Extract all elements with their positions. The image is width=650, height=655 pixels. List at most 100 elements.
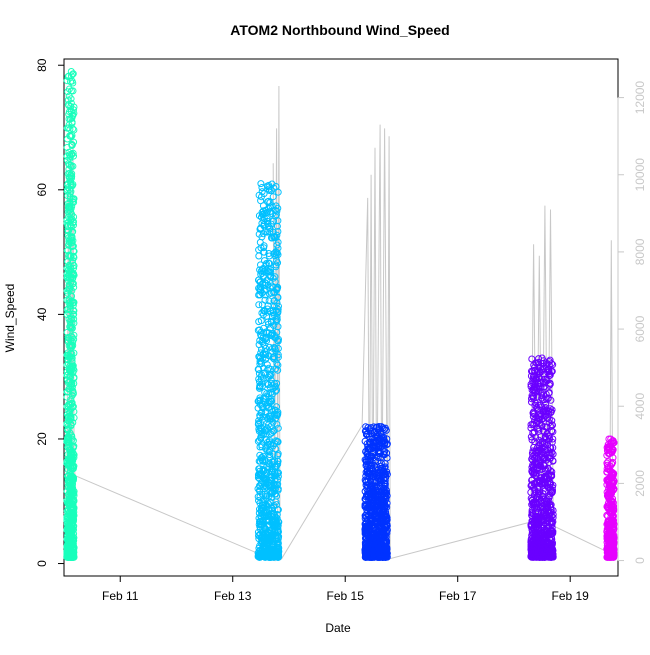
data-point: [545, 372, 553, 380]
data-point: [255, 318, 263, 326]
data-point: [69, 87, 77, 95]
data-point: [63, 264, 71, 272]
data-point: [70, 299, 78, 306]
data-point: [534, 382, 542, 390]
data-point: [65, 251, 73, 259]
data-point: [66, 540, 74, 548]
data-point: [536, 474, 544, 482]
data-point: [545, 407, 553, 415]
data-point: [371, 442, 379, 450]
data-point: [63, 520, 71, 528]
data-point: [607, 496, 615, 504]
data-point: [361, 476, 369, 484]
data-point: [383, 499, 391, 507]
data-point: [256, 451, 264, 459]
data-point: [259, 265, 267, 272]
data-point: [64, 227, 72, 235]
data-point: [272, 445, 280, 453]
data-point: [548, 360, 556, 368]
data-point: [377, 459, 385, 467]
data-point: [537, 364, 544, 372]
data-point: [538, 452, 545, 460]
data-point: [274, 284, 281, 292]
data-point: [274, 525, 282, 533]
data-point: [381, 523, 389, 531]
data-point: [528, 481, 536, 489]
data-point: [66, 151, 73, 159]
data-point: [269, 274, 277, 282]
data-point: [263, 501, 271, 509]
data-point: [273, 462, 281, 470]
data-point: [609, 495, 617, 503]
data-point: [603, 525, 611, 533]
data-point: [270, 343, 278, 351]
data-point: [267, 365, 275, 373]
data-point: [258, 455, 265, 463]
data-point: [67, 492, 75, 500]
data-point: [538, 354, 546, 362]
data-point: [256, 493, 264, 501]
data-point: [271, 297, 278, 304]
data-point: [528, 355, 536, 363]
y2-tick-label: 0: [633, 557, 647, 564]
data-point: [534, 484, 542, 492]
data-point: [65, 241, 72, 249]
data-point: [65, 531, 73, 539]
data-point: [257, 270, 265, 278]
data-point: [65, 274, 73, 282]
data-point: [259, 532, 267, 540]
data-point: [375, 493, 383, 501]
data-point: [70, 198, 78, 206]
data-point: [64, 258, 72, 266]
data-point: [256, 396, 264, 404]
data-point: [66, 531, 74, 538]
data-point: [264, 214, 272, 222]
y2-tick-label: 4000: [633, 393, 647, 420]
data-point: [67, 133, 75, 141]
data-point: [274, 366, 282, 374]
data-point: [65, 385, 73, 393]
data-point: [369, 529, 377, 537]
data-point: [545, 389, 553, 397]
data-point: [68, 324, 76, 332]
data-point: [382, 536, 390, 544]
data-point: [547, 526, 555, 534]
data-point: [374, 474, 382, 482]
data-point: [70, 126, 78, 134]
y2-tick-label: 2000: [633, 470, 647, 497]
data-point: [539, 508, 547, 516]
series-3: [361, 423, 391, 561]
data-point: [64, 336, 72, 344]
data-point: [261, 291, 269, 299]
data-point: [548, 547, 556, 554]
data-point: [605, 517, 613, 525]
data-point: [537, 433, 545, 441]
data-point: [610, 502, 617, 510]
data-point: [69, 540, 77, 548]
data-point: [68, 383, 76, 391]
data-point: [263, 361, 271, 369]
data-point: [367, 514, 375, 522]
data-point: [70, 252, 77, 260]
data-point: [69, 299, 77, 307]
data-point: [69, 111, 77, 119]
data-point: [68, 502, 76, 510]
data-point: [607, 435, 615, 443]
data-point: [267, 547, 275, 555]
data-point: [267, 440, 275, 448]
data-point: [70, 213, 78, 221]
data-point: [364, 548, 372, 556]
y-axis-label: Wind_Speed: [3, 284, 17, 353]
data-point: [537, 496, 545, 504]
data-point: [608, 490, 615, 498]
data-point: [258, 269, 266, 277]
data-point: [258, 338, 266, 346]
data-point: [362, 431, 370, 438]
x-tick-label: Feb 17: [439, 589, 477, 603]
data-point: [272, 316, 280, 324]
data-point: [366, 486, 374, 494]
series-1: [63, 68, 78, 561]
data-point: [375, 423, 383, 430]
data-point: [65, 210, 73, 218]
data-point: [260, 394, 268, 402]
